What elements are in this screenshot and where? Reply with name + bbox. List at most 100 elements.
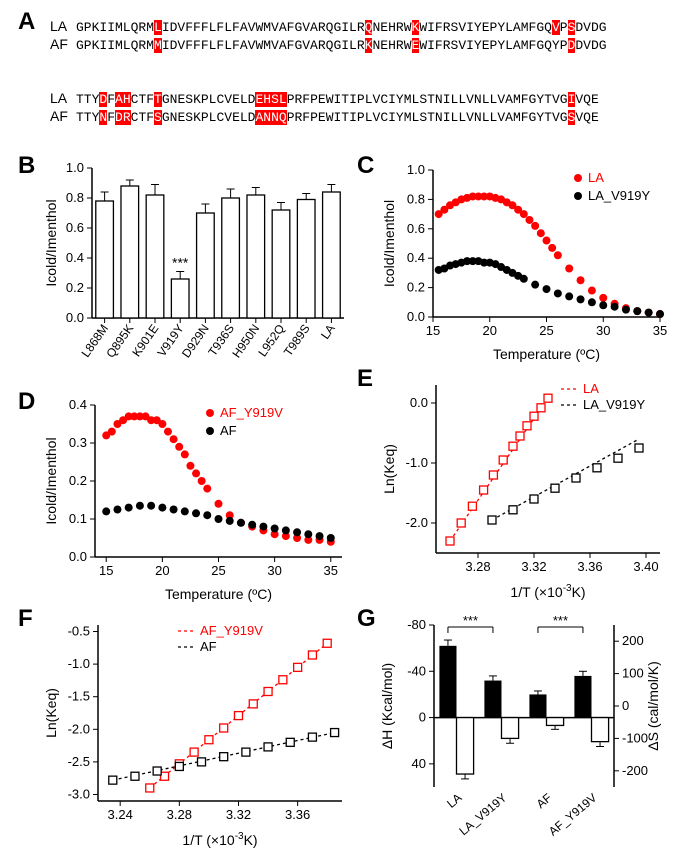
svg-text:-0.5: -0.5 <box>68 624 90 639</box>
svg-text:3.28: 3.28 <box>465 559 490 574</box>
point <box>489 471 497 479</box>
svg-text:D929N: D929N <box>179 322 212 361</box>
svg-text:-1.0: -1.0 <box>406 455 428 470</box>
point <box>327 534 335 542</box>
point <box>516 432 524 440</box>
point <box>203 485 211 493</box>
chart-G-thermo-bar: -80-400402001000-100-200ΔH (Kcal/mol)ΔS … <box>378 613 670 855</box>
svg-text:LA_V919Y: LA_V919Y <box>456 791 509 839</box>
point <box>146 784 154 792</box>
point <box>531 281 539 289</box>
point <box>164 428 172 436</box>
seq-same: PRFPEWITIPLVCIYMLSTNILLVNLLVAMFGYTVG <box>287 92 568 107</box>
svg-text:3.32: 3.32 <box>226 807 251 822</box>
point <box>234 712 242 720</box>
point <box>316 532 324 540</box>
svg-text:20: 20 <box>483 323 497 338</box>
bar-dS <box>457 718 474 774</box>
point <box>192 469 200 477</box>
svg-text:LA_V919Y: LA_V919Y <box>588 188 650 203</box>
point <box>308 733 316 741</box>
svg-text:AF_Y919V: AF_Y919V <box>546 791 599 839</box>
svg-text:1.0: 1.0 <box>407 162 425 177</box>
point <box>480 486 488 494</box>
point <box>181 507 189 515</box>
point <box>537 404 545 412</box>
point <box>645 309 653 317</box>
svg-text:0.0: 0.0 <box>66 310 84 325</box>
seq-row-label: AF <box>50 36 76 52</box>
point <box>264 743 272 751</box>
svg-text:-1.0: -1.0 <box>68 656 90 671</box>
bar <box>96 201 114 318</box>
bar <box>323 192 341 318</box>
svg-text:-200: -200 <box>622 763 648 778</box>
svg-text:-2.0: -2.0 <box>68 721 90 736</box>
point <box>136 502 144 510</box>
point <box>294 663 302 671</box>
seq-same: GNESKPLCVELD <box>162 92 256 107</box>
svg-text:1/T (×10-3K): 1/T (×10-3K) <box>510 583 585 600</box>
seq-same: VQE <box>575 110 598 125</box>
svg-text:0.0: 0.0 <box>410 395 428 410</box>
svg-text:***: *** <box>463 613 478 628</box>
svg-text:AF: AF <box>220 423 237 438</box>
seq-same: TTY <box>76 110 99 125</box>
point <box>635 444 643 452</box>
point <box>593 464 601 472</box>
point <box>248 521 256 529</box>
svg-text:***: *** <box>553 613 568 628</box>
svg-text:-1.5: -1.5 <box>68 689 90 704</box>
bar <box>297 200 315 319</box>
svg-text:25: 25 <box>211 563 225 578</box>
point <box>170 435 178 443</box>
svg-text:LA_V919Y: LA_V919Y <box>583 397 645 412</box>
point <box>554 289 562 297</box>
point <box>656 310 664 318</box>
bar-dS <box>547 718 564 726</box>
point <box>215 515 223 523</box>
svg-text:AF_Y919V: AF_Y919V <box>220 405 283 420</box>
point <box>175 443 183 451</box>
svg-text:ΔS (cal/mol/K): ΔS (cal/mol/K) <box>645 661 661 750</box>
point <box>198 477 206 485</box>
point <box>242 748 250 756</box>
point <box>113 506 121 514</box>
point <box>468 502 476 510</box>
point <box>509 506 517 514</box>
point <box>543 285 551 293</box>
point <box>577 276 585 284</box>
point <box>170 506 178 514</box>
figure-root: A LAGPKIIMLQRMLIDVFFFLFLFAVWMVAFGVARQGIL… <box>0 0 677 861</box>
chart-C-scatter: 0.00.20.40.60.81.01520253035Icold/Imenth… <box>378 160 668 365</box>
point <box>499 456 507 464</box>
seq-same: DVDG <box>575 20 606 35</box>
point <box>565 292 573 300</box>
chart-F-vanthoff: -0.5-1.0-1.5-2.0-2.5-3.03.243.283.323.36… <box>40 613 350 853</box>
svg-text:LA: LA <box>588 170 604 185</box>
seq-diff: AH <box>115 92 131 107</box>
svg-text:L952Q: L952Q <box>255 322 287 360</box>
point <box>279 676 287 684</box>
seq-row-LA-0: LAGPKIIMLQRMLIDVFFFLFLFAVWMVAFGVARQGILRQ… <box>50 18 607 35</box>
svg-text:-2.0: -2.0 <box>406 515 428 530</box>
point <box>530 412 538 420</box>
point <box>530 495 538 503</box>
svg-text:Q895K: Q895K <box>103 322 136 361</box>
svg-text:Ln(Keq): Ln(Keq) <box>43 688 59 738</box>
seq-same: VQE <box>575 92 598 107</box>
point <box>198 758 206 766</box>
point <box>323 639 331 647</box>
point <box>531 222 539 230</box>
svg-text:AF: AF <box>200 639 217 654</box>
point <box>220 753 228 761</box>
svg-text:-40: -40 <box>407 663 426 678</box>
svg-text:3.36: 3.36 <box>285 807 310 822</box>
svg-text:100: 100 <box>622 666 644 681</box>
point <box>205 736 213 744</box>
svg-text:3.32: 3.32 <box>521 559 546 574</box>
point <box>572 474 580 482</box>
seq-same: NEHRW <box>372 38 411 53</box>
bar-dS <box>592 718 609 742</box>
svg-text:0.4: 0.4 <box>69 397 87 412</box>
